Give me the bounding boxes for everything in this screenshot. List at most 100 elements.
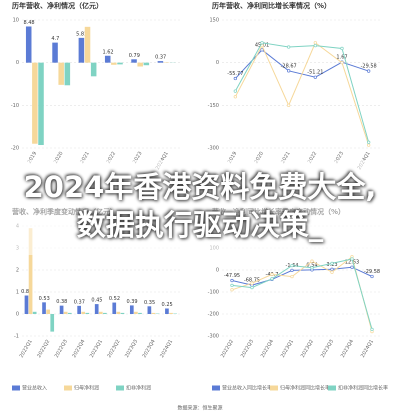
point bbox=[367, 140, 371, 144]
point bbox=[270, 277, 274, 281]
point bbox=[330, 261, 334, 266]
x-tick-label: 2023Q2 bbox=[300, 339, 315, 359]
bar bbox=[84, 26, 91, 63]
bar bbox=[77, 305, 81, 314]
data-label: -51.21 bbox=[307, 70, 323, 76]
point bbox=[340, 61, 344, 65]
data-label: 1.62 bbox=[102, 49, 113, 55]
bar bbox=[120, 312, 125, 314]
bar bbox=[78, 37, 85, 63]
y-tick-label: -100 bbox=[208, 290, 219, 296]
legend-swatch bbox=[212, 385, 220, 391]
bar bbox=[138, 312, 142, 314]
point bbox=[370, 327, 374, 332]
bar bbox=[28, 228, 33, 314]
data-label: -47.95 bbox=[224, 273, 240, 279]
bar bbox=[63, 311, 68, 314]
x-tick-label: 2023Q4 bbox=[340, 339, 355, 359]
point bbox=[350, 265, 354, 269]
legend-swatch bbox=[270, 385, 278, 391]
point bbox=[330, 267, 334, 271]
point bbox=[287, 103, 291, 107]
point bbox=[313, 43, 317, 48]
bar bbox=[129, 305, 134, 314]
data-label: 0.45 bbox=[91, 298, 102, 304]
x-tick-label: 2023Q1 bbox=[89, 339, 104, 359]
point bbox=[290, 268, 294, 273]
bar bbox=[117, 62, 123, 65]
bar bbox=[50, 314, 55, 332]
data-label: 12.63 bbox=[345, 260, 359, 266]
bar bbox=[94, 304, 99, 314]
bar bbox=[147, 306, 152, 314]
data-label: 4.7 bbox=[51, 36, 59, 42]
bar bbox=[52, 42, 58, 63]
x-tick-label: 2024Q1 bbox=[159, 339, 174, 359]
y-tick-label: 0 bbox=[16, 312, 19, 318]
chart-title: 历年营收、净利同比增长率情况（%） bbox=[212, 1, 331, 10]
data-label: 0.35 bbox=[144, 300, 155, 306]
x-tick-label: 2022Q4 bbox=[260, 339, 275, 359]
bar bbox=[98, 311, 103, 314]
y-tick-label: -20 bbox=[11, 146, 19, 152]
point bbox=[367, 143, 371, 147]
y-tick-label: 0 bbox=[16, 60, 19, 66]
point bbox=[367, 69, 371, 73]
y-tick-label: 2 bbox=[16, 268, 19, 274]
bar bbox=[64, 62, 71, 86]
point bbox=[230, 278, 234, 283]
data-label: 0.25 bbox=[162, 302, 173, 308]
point bbox=[230, 288, 234, 292]
x-tick-label: 2023 bbox=[333, 151, 345, 165]
y-tick-label: -10 bbox=[11, 103, 19, 109]
point bbox=[260, 48, 264, 52]
data-label: 8.48 bbox=[23, 20, 34, 26]
bar bbox=[103, 312, 107, 314]
x-tick-label: 2023Q2 bbox=[106, 339, 121, 359]
y-tick-label: -300 bbox=[208, 334, 219, 340]
overlay-title: 2024年香港资料免费大全,数据执行驱动决策_ bbox=[23, 170, 377, 242]
y-tick-label: 1 bbox=[16, 290, 19, 296]
bar bbox=[169, 312, 173, 314]
point bbox=[313, 75, 317, 79]
data-label: 0.52 bbox=[109, 296, 120, 302]
bar bbox=[116, 311, 121, 314]
y-tick-label: -200 bbox=[208, 312, 219, 318]
x-tick-label: 2022Q3 bbox=[240, 339, 255, 359]
point bbox=[310, 266, 314, 270]
point bbox=[233, 76, 237, 81]
chart-title: 历年营收、净利情况（亿元） bbox=[12, 1, 103, 10]
bar bbox=[81, 311, 86, 314]
legend-swatch bbox=[116, 385, 124, 391]
bar bbox=[137, 62, 143, 67]
x-tick-label: 2023 bbox=[132, 151, 144, 165]
bar bbox=[157, 61, 164, 63]
point bbox=[370, 274, 374, 279]
bar bbox=[134, 311, 138, 314]
bar bbox=[46, 309, 50, 314]
x-tick-label: 2021 bbox=[79, 151, 91, 165]
y-tick-label: 150 bbox=[209, 18, 219, 24]
bar bbox=[67, 312, 72, 314]
x-tick-label: 2022Q1 bbox=[19, 339, 34, 359]
bar bbox=[112, 302, 117, 314]
x-tick-label: 2023Q1 bbox=[280, 339, 295, 359]
bar bbox=[85, 312, 90, 314]
y-tick-label: -300 bbox=[208, 146, 219, 152]
point bbox=[340, 46, 344, 51]
point bbox=[287, 45, 291, 49]
x-tick-label: 2022 bbox=[307, 151, 319, 165]
line bbox=[234, 42, 370, 143]
point bbox=[290, 263, 294, 268]
y-tick-label: 10 bbox=[13, 18, 19, 24]
y-tick-label: -1 bbox=[14, 334, 19, 340]
bar bbox=[42, 302, 46, 314]
point bbox=[230, 283, 234, 288]
data-label: 0.37 bbox=[74, 299, 85, 305]
bar bbox=[151, 312, 156, 314]
x-tick-label: 2023Q3 bbox=[320, 339, 335, 359]
x-tick-label: 2020 bbox=[253, 151, 265, 165]
point bbox=[350, 257, 354, 261]
bar bbox=[32, 311, 37, 314]
